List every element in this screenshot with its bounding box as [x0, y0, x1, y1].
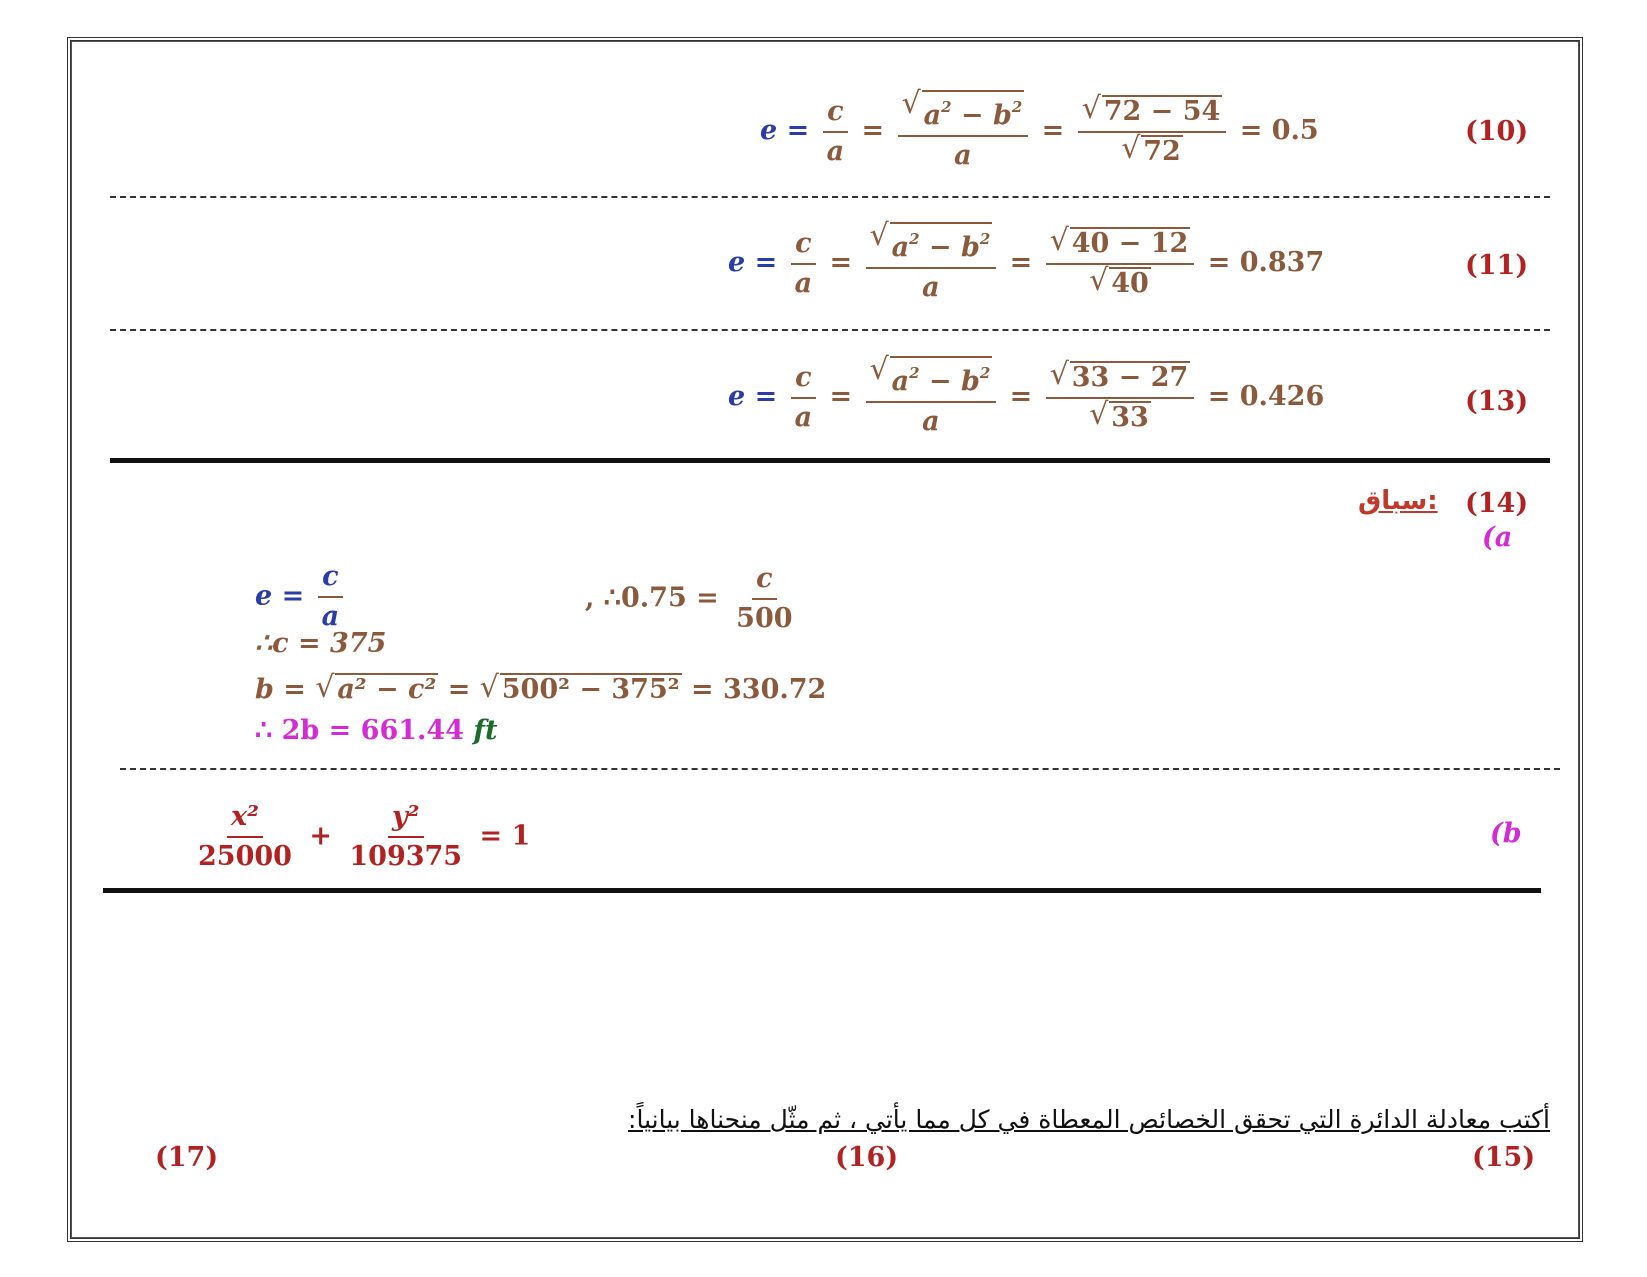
eq10-c: c [823, 95, 848, 133]
part-b-label: (b [1490, 818, 1522, 849]
eq11-a: a [794, 267, 813, 299]
eq10-rad-a: a [923, 100, 942, 131]
eq13-den: 33 [1109, 400, 1151, 433]
two-b-value: ∴ 2b = 661.44 [255, 715, 464, 746]
ellipse-equation: x² 25000 + y² 109375 = 1 [190, 800, 530, 874]
eq11-den-a: a [922, 272, 940, 303]
eq13-rad-a: a [891, 366, 910, 397]
eq11-lhs: e [728, 247, 746, 278]
b-equals: b = [255, 674, 306, 705]
therefore-075: , ∴0.75 = [585, 582, 719, 614]
ratio-500: 500 [736, 603, 793, 634]
eq13-lhs: e [728, 381, 746, 412]
eq11-nums: 40 − 12 [1069, 226, 1191, 259]
c-value-line: ∴c = 375 [255, 628, 387, 659]
eq13-den-a: a [922, 406, 940, 437]
ratio-c: c [752, 562, 777, 600]
ellipse-x-den: 25000 [198, 841, 292, 872]
eq10-nums: 72 − 54 [1101, 94, 1223, 127]
section-divider-2 [103, 888, 1541, 893]
eq13-a: a [794, 401, 813, 433]
e-equals: e = [255, 580, 305, 612]
eq11-c: c [791, 227, 816, 265]
b-radical-1: a² − c² [335, 673, 439, 705]
unit-ft: ft [473, 715, 498, 746]
eq10-den-a: a [954, 140, 972, 171]
e-def-c: c [318, 560, 343, 598]
b-radical-2: 500² − 375² [499, 673, 682, 705]
separator-1 [110, 196, 1550, 198]
question-number-11: (11) [1465, 250, 1529, 281]
eq13-rad-b: b [960, 366, 980, 397]
question-number-15: (15) [1472, 1142, 1536, 1173]
question-number-17: (17) [155, 1142, 219, 1173]
eq10-a: a [826, 135, 845, 167]
eq13-result: = 0.426 [1207, 381, 1325, 412]
question-number-16: (16) [835, 1142, 899, 1173]
question-number-14: (14) [1465, 488, 1529, 519]
question-14-label: سباق: [1358, 486, 1438, 516]
separator-3 [120, 768, 1560, 770]
b-value-line: b = √ a² − c² = √ 500² − 375² = 330.72 [255, 670, 827, 705]
page-border [67, 37, 1583, 1242]
b-result: = 330.72 [690, 674, 827, 705]
section-divider-1 [110, 458, 1550, 463]
eq11-den: 40 [1109, 266, 1151, 299]
eq10-lhs: e [760, 115, 778, 146]
eq13-c: c [791, 361, 816, 399]
ellipse-x2: x² [227, 800, 263, 838]
ellipse-y2: y² [387, 800, 424, 838]
part-a-label: (a [1482, 522, 1513, 553]
question-number-13: (13) [1465, 386, 1529, 417]
eq13-nums: 33 − 27 [1069, 360, 1191, 393]
ratio-equation: , ∴0.75 = c 500 [585, 562, 801, 636]
eq10-result: = 0.5 [1239, 115, 1319, 146]
circle-instruction: أكتب معادلة الدائرة التي تحقق الخصائص ال… [628, 1105, 1550, 1134]
ellipse-plus: + [309, 820, 332, 852]
e-def-a: a [321, 601, 340, 632]
eq11-rad-b: b [960, 232, 980, 263]
eq11-result: = 0.837 [1207, 247, 1325, 278]
separator-2 [110, 329, 1550, 331]
eq11-rad-a: a [891, 232, 910, 263]
ellipse-y-den: 109375 [349, 841, 463, 872]
question-number-10: (10) [1465, 116, 1529, 147]
two-b-line: ∴ 2b = 661.44 ft [255, 715, 498, 746]
eq10-den: 72 [1141, 134, 1183, 167]
ellipse-equals-one: = 1 [479, 820, 531, 852]
eq10-rad-b: b [992, 100, 1012, 131]
